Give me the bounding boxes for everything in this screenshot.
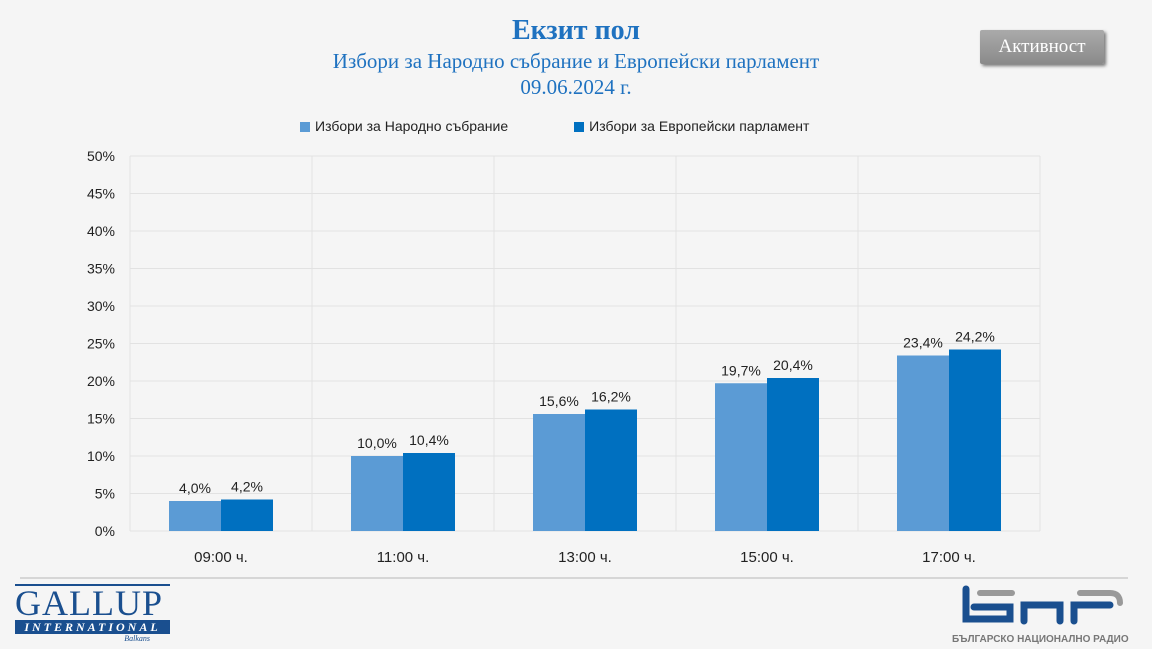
y-tick-label: 35% <box>87 261 115 277</box>
chart-title: Екзит пол <box>511 15 641 46</box>
x-tick-label: 15:00 ч. <box>740 549 794 566</box>
footer-divider <box>20 577 1128 579</box>
data-label: 15,6% <box>539 393 579 409</box>
bar <box>585 409 637 531</box>
data-label: 23,4% <box>903 335 943 351</box>
legend: Избори за Народно събрание Избори за Евр… <box>300 118 809 134</box>
chart-title-block: Екзит пол Избори за Народно събрание и Е… <box>0 14 1152 100</box>
y-tick-label: 30% <box>87 298 115 314</box>
bar <box>169 501 221 531</box>
y-tick-label: 0% <box>95 523 115 539</box>
legend-label: Избори за Европейски парламент <box>589 118 810 134</box>
bar <box>767 378 819 531</box>
x-tick-label: 17:00 ч. <box>922 549 976 566</box>
bar <box>221 499 273 531</box>
data-label: 10,0% <box>357 435 397 451</box>
gallup-logo-region: Balkans <box>124 634 150 643</box>
bar <box>949 349 1001 531</box>
data-label: 19,7% <box>721 362 761 378</box>
y-tick-label: 25% <box>87 336 115 352</box>
chart-subtitle: Избори за Народно събрание и Европейски … <box>332 49 820 73</box>
bnr-logo-sub: БЪЛГАРСКО НАЦИОНАЛНО РАДИО <box>952 634 1129 645</box>
data-label: 10,4% <box>409 432 449 448</box>
gallup-logo-text: GALLUP <box>15 583 163 623</box>
legend-label: Избори за Народно събрание <box>315 118 509 134</box>
data-label: 4,2% <box>231 479 263 495</box>
x-tick-label: 11:00 ч. <box>377 549 430 566</box>
legend-item-national: Избори за Народно събрание <box>300 118 508 134</box>
activity-button[interactable]: Активност <box>980 30 1104 64</box>
x-tick-label: 09:00 ч. <box>194 549 248 566</box>
bar <box>533 414 585 531</box>
bar <box>897 355 949 531</box>
legend-swatch <box>574 122 585 132</box>
legend-swatch <box>300 122 310 132</box>
y-tick-label: 40% <box>87 223 115 239</box>
data-label: 24,2% <box>955 329 995 345</box>
chart-date: 09.06.2024 г. <box>520 75 632 99</box>
data-label: 20,4% <box>773 357 813 373</box>
data-label: 4,0% <box>179 480 211 496</box>
y-tick-label: 45% <box>87 186 115 202</box>
legend-item-european: Избори за Европейски парламент <box>574 118 809 134</box>
bar <box>351 456 403 531</box>
data-label: 16,2% <box>591 389 631 405</box>
y-tick-label: 10% <box>87 448 115 464</box>
bar <box>715 383 767 531</box>
y-tick-label: 50% <box>87 148 115 164</box>
bar <box>403 453 455 531</box>
gallup-logo-sub: INTERNATIONAL <box>15 620 170 634</box>
y-tick-label: 20% <box>87 373 115 389</box>
bar-chart: 0% 5% 10% 15% 20% 25% 30% 35% 40% 45% 50% 09:00 ч. 4… <box>87 148 1041 566</box>
bnr-logo: БЪЛГАРСКО НАЦИОНАЛНО РАДИО <box>952 585 1130 645</box>
bnr-logo-mark <box>962 585 1123 625</box>
x-tick-label: 13:00 ч. <box>558 549 612 566</box>
y-tick-label: 15% <box>87 411 115 427</box>
y-tick-label: 5% <box>95 486 115 502</box>
gallup-logo: GALLUP INTERNATIONAL Balkans <box>15 584 170 643</box>
